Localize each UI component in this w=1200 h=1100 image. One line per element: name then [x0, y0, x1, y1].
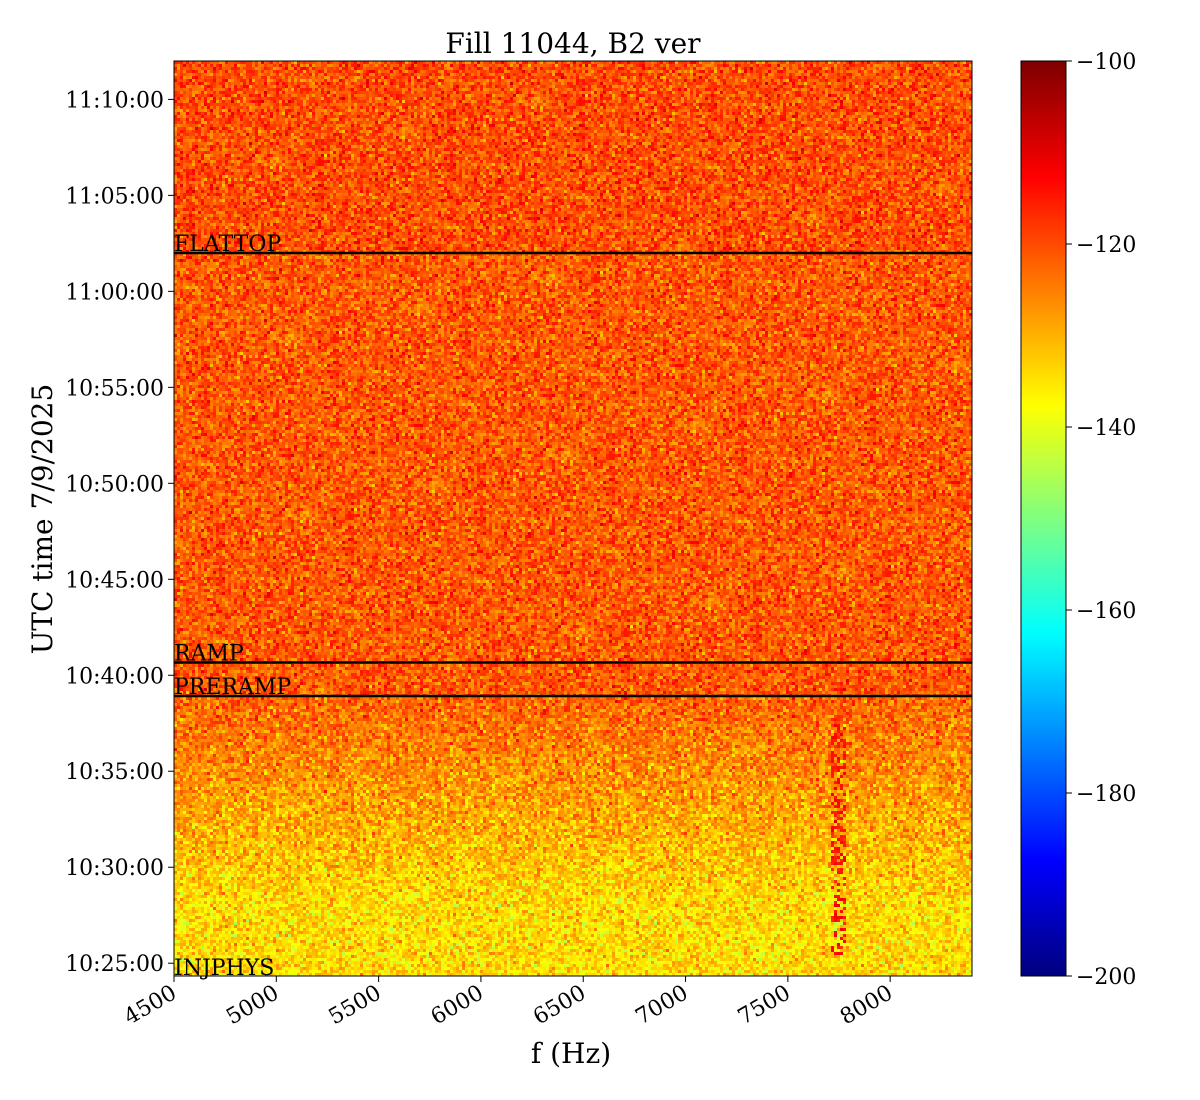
x-axis-ticks: 4500 5000 5500 6000 6500 7000 7500 8000: [120, 976, 897, 1030]
y-tick-label: 10:40:00: [65, 664, 164, 689]
colorbar-tick-label: −200: [1076, 965, 1136, 990]
y-axis-label: UTC time 7/9/2025: [26, 384, 59, 655]
marker-label-preramp: PRERAMP: [174, 675, 291, 700]
y-tick-label: 10:45:00: [65, 568, 164, 593]
colorbar-tick-label: −120: [1076, 233, 1136, 258]
y-tick-label: 10:25:00: [65, 952, 164, 977]
y-tick-label: 10:50:00: [65, 472, 164, 497]
colorbar-gradient: [1021, 61, 1066, 976]
colorbar-tick-label: −180: [1076, 782, 1136, 807]
colorbar-tick-label: −140: [1076, 416, 1136, 441]
x-tick-label: 6000: [427, 981, 488, 1031]
x-tick-label: 7500: [734, 981, 795, 1031]
state-markers: INJPHYS PRERAMP RAMP FLATTOP: [174, 232, 972, 981]
y-tick-label: 11:00:00: [65, 280, 164, 305]
chart-title: Fill 11044, B2 ver: [445, 27, 701, 60]
x-axis-label: f (Hz): [531, 1037, 611, 1070]
y-tick-label: 10:55:00: [65, 376, 164, 401]
marker-label-injphys: INJPHYS: [174, 956, 274, 981]
plot-frame: [173, 60, 973, 977]
spectrogram-heatmap: [174, 61, 972, 976]
colorbar-tick-label: −160: [1076, 599, 1136, 624]
y-tick-label: 11:05:00: [65, 184, 164, 209]
y-axis-ticks: 10:25:00 10:30:00 10:35:00 10:40:00 10:45:00…: [65, 88, 174, 977]
y-tick-label: 10:30:00: [65, 856, 164, 881]
marker-label-flattop: FLATTOP: [174, 232, 281, 257]
y-tick-label: 10:35:00: [65, 760, 164, 785]
x-tick-label: 4500: [120, 981, 181, 1031]
x-tick-label: 5000: [222, 981, 283, 1031]
x-tick-label: 6500: [529, 981, 590, 1031]
x-tick-label: 5500: [325, 981, 386, 1031]
y-tick-label: 11:10:00: [65, 88, 164, 113]
x-tick-label: 7000: [632, 981, 693, 1031]
colorbar-frame: [1020, 60, 1067, 977]
colorbar-tick-label: −100: [1076, 50, 1136, 75]
x-tick-label: 8000: [836, 981, 897, 1031]
colorbar-ticks: −200 −180 −160 −140 −120 −100: [1066, 50, 1136, 990]
marker-label-ramp: RAMP: [174, 641, 244, 666]
